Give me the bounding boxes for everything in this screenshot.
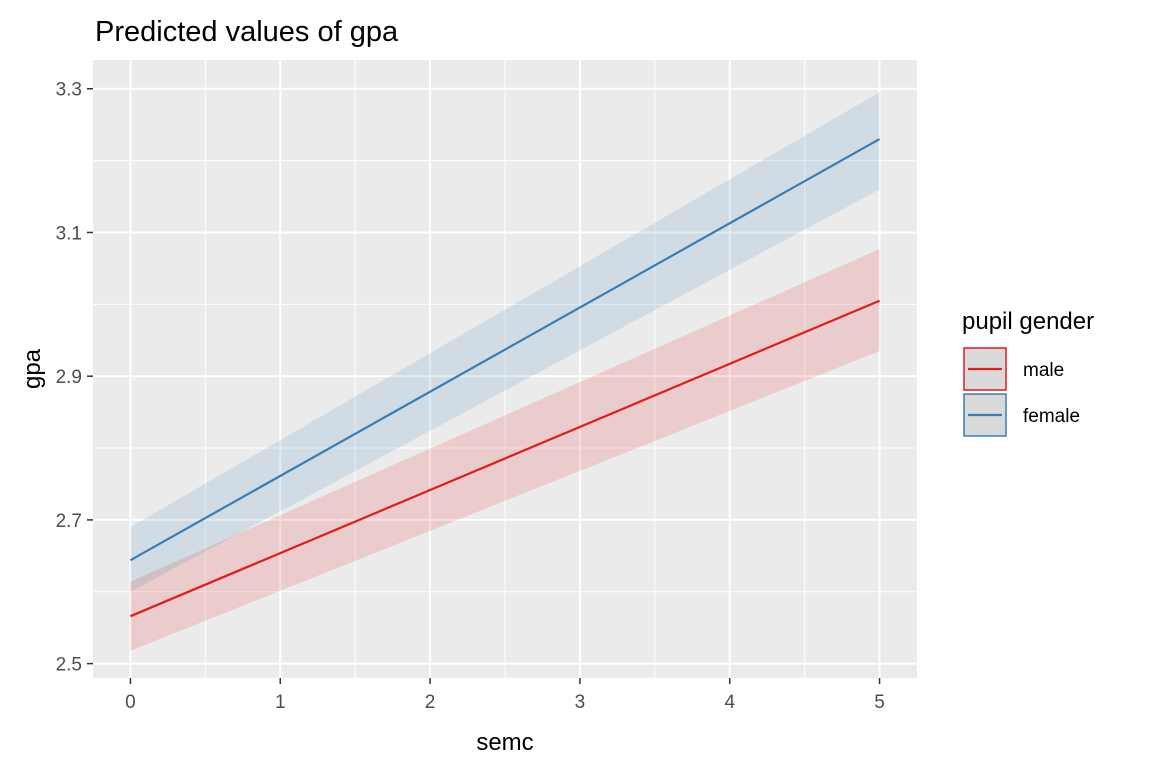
confidence-ribbons [130, 92, 880, 651]
x-tick-label: 5 [874, 692, 885, 713]
x-tick-label: 1 [275, 692, 286, 713]
legend-title: pupil gender [962, 308, 1094, 335]
line-male [130, 299, 880, 618]
y-tick-label: 2.9 [56, 367, 82, 388]
ribbon-female [130, 92, 880, 592]
ribbon-male [130, 248, 880, 651]
chart-title: Predicted values of gpa [95, 16, 399, 48]
x-axis-title: semc [476, 729, 533, 756]
x-axis: 0 1 2 3 4 5 [125, 678, 885, 713]
series-lines [129, 138, 881, 618]
x-tick-label: 0 [125, 692, 136, 713]
minor-gridlines [93, 60, 917, 678]
legend-item-female: female [963, 393, 1080, 437]
line-female [129, 138, 881, 562]
y-tick-label: 3.3 [56, 80, 82, 101]
x-tick-label: 4 [724, 692, 735, 713]
legend-item-male: male [963, 347, 1064, 391]
y-axis: 2.5 2.7 2.9 3.1 3.3 [56, 80, 93, 676]
x-tick-label: 2 [425, 692, 436, 713]
y-axis-title: gpa [19, 348, 46, 389]
major-gridlines [93, 60, 917, 678]
legend-label-male: male [1023, 360, 1064, 381]
y-tick-label: 3.1 [56, 223, 82, 244]
y-tick-label: 2.5 [56, 655, 82, 676]
legend: pupil gender male female [962, 308, 1094, 437]
x-tick-label: 3 [575, 692, 586, 713]
y-tick-label: 2.7 [56, 511, 82, 532]
legend-label-female: female [1023, 406, 1080, 427]
